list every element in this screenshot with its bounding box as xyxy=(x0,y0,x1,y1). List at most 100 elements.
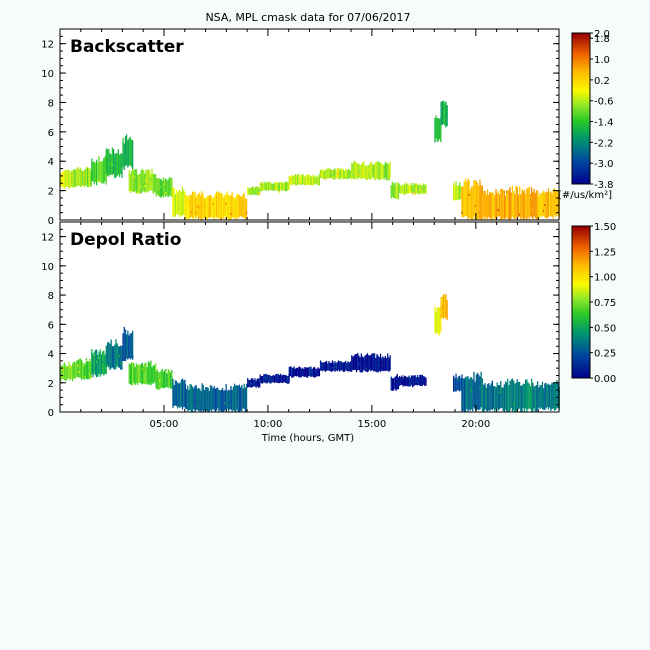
cloud-column-detail xyxy=(247,384,249,387)
cloud-column-detail xyxy=(146,180,148,183)
cloud-column-detail xyxy=(289,178,292,181)
colorbar-strip xyxy=(572,325,590,327)
cloud-column xyxy=(269,181,271,191)
cloud-column xyxy=(424,376,426,386)
cloud-layer xyxy=(319,167,352,180)
cloud-column xyxy=(124,136,127,166)
cloud-column xyxy=(288,373,290,384)
cloud-column xyxy=(339,169,341,180)
cloud-column xyxy=(317,367,319,377)
colorbar-strip xyxy=(572,126,590,128)
cloud-column-detail xyxy=(143,183,145,186)
colorbar: 1.50 1.25 1.00 0.75 0.50 0.25 0.00 xyxy=(571,222,616,385)
colorbar-strip xyxy=(572,361,590,363)
cloud-column xyxy=(549,384,551,408)
cloud-column-detail xyxy=(196,401,198,403)
cloud-column xyxy=(555,189,557,217)
colorbar-strip xyxy=(572,233,590,235)
colorbar-strip xyxy=(572,321,590,323)
colorbar-strip xyxy=(572,261,590,263)
colorbar-strip xyxy=(572,97,590,99)
cloud-column xyxy=(413,183,415,193)
cloud-column xyxy=(276,181,278,191)
cloud-column xyxy=(89,167,91,188)
cloud-column xyxy=(171,370,173,389)
colorbar-strip xyxy=(572,151,590,153)
cloud-column xyxy=(287,182,289,191)
cloud-column xyxy=(122,138,124,168)
cloud-column-detail xyxy=(441,306,443,309)
colorbar-strip xyxy=(572,46,590,48)
cloud-column-detail xyxy=(550,409,552,411)
cloud-column xyxy=(99,349,101,377)
cloud-column xyxy=(185,389,188,409)
colorbar-strip xyxy=(572,256,590,258)
cloud-column-detail xyxy=(165,192,167,195)
colorbar-strip xyxy=(572,311,590,313)
cloud-column xyxy=(375,357,377,372)
colorbar-strip xyxy=(572,91,590,93)
cloud-column xyxy=(141,168,144,192)
cloud-column xyxy=(473,180,475,217)
colorbar-strip xyxy=(572,270,590,272)
cloud-column xyxy=(412,185,414,194)
cloud-column xyxy=(190,195,192,217)
cloud-column xyxy=(403,375,405,386)
cloud-column xyxy=(475,374,477,411)
cloud-column xyxy=(129,364,132,385)
cloud-column xyxy=(284,375,287,383)
colorbar-strip xyxy=(572,160,590,162)
cloud-column-detail xyxy=(295,181,298,184)
colorbar-strip xyxy=(572,140,590,142)
cloud-column-detail xyxy=(197,217,200,220)
cloud-column xyxy=(541,381,544,410)
cloud-column xyxy=(342,362,344,372)
cloud-column xyxy=(372,165,374,178)
cloud-column-detail xyxy=(365,367,367,370)
cloud-column-detail xyxy=(484,209,486,212)
cloud-column xyxy=(439,119,441,140)
y-tick-label: 4 xyxy=(48,350,54,361)
cloud-column xyxy=(359,165,361,178)
cloud-column xyxy=(144,173,146,192)
cloud-column-detail xyxy=(334,362,336,365)
cloud-column xyxy=(223,390,225,412)
cloud-column xyxy=(175,189,178,214)
colorbar-strip xyxy=(572,129,590,131)
cloud-column xyxy=(544,383,546,410)
cloud-column xyxy=(394,377,396,390)
cloud-column xyxy=(300,368,302,378)
cloud-column xyxy=(211,385,213,412)
cloud-column xyxy=(212,198,214,217)
cloud-column xyxy=(183,189,185,215)
cloud-column-detail xyxy=(287,382,289,384)
cloud-column-detail xyxy=(333,176,335,179)
cloud-column xyxy=(546,192,548,219)
cloud-column xyxy=(90,171,92,187)
cloud-column xyxy=(552,383,554,409)
cloud-column xyxy=(511,378,514,412)
colorbar-strip xyxy=(572,330,590,332)
colorbar-strip xyxy=(572,152,590,154)
colorbar-strip xyxy=(572,122,590,124)
colorbar-strip xyxy=(572,317,590,319)
cloud-column xyxy=(151,168,153,191)
cloud-column xyxy=(539,193,541,218)
colorbar-strip xyxy=(572,96,590,98)
cloud-column xyxy=(131,362,133,386)
cloud-column xyxy=(413,375,415,387)
cloud-column xyxy=(218,389,220,412)
cloud-column xyxy=(207,387,209,412)
cloud-column xyxy=(265,373,267,384)
cloud-column xyxy=(488,383,490,411)
cloud-column xyxy=(508,190,510,220)
cloud-layer xyxy=(60,169,74,189)
cloud-column xyxy=(500,189,502,220)
colorbar-strip xyxy=(572,308,590,310)
cloud-column xyxy=(328,361,330,371)
cloud-column-detail xyxy=(543,393,545,396)
cloud-column xyxy=(550,384,552,410)
colorbar-strip xyxy=(572,231,590,233)
cloud-column xyxy=(510,192,512,219)
cloud-column xyxy=(479,376,481,410)
